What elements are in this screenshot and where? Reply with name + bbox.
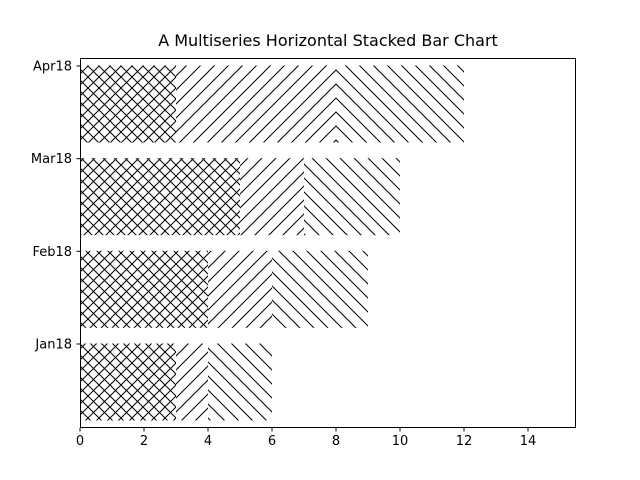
bar-segment-diagonal-up-jan18	[176, 343, 208, 421]
bar-segment-diagonal-up-mar18	[240, 158, 304, 236]
x-tick-label-14: 14	[520, 434, 537, 449]
bar-segment-diagonal-down-mar18	[304, 158, 400, 236]
x-tick-label-0: 0	[76, 434, 84, 449]
bar-segment-cross-feb18	[80, 250, 208, 328]
bar-segment-diagonal-down-apr18	[336, 65, 464, 143]
x-tick-label-2: 2	[140, 434, 148, 449]
bar-segment-cross-apr18	[80, 65, 176, 143]
y-tick-label-mar18: Mar18	[31, 152, 72, 167]
x-tick-label-6: 6	[268, 434, 276, 449]
bar-segment-cross-mar18	[80, 158, 240, 236]
y-tick-label-jan18: Jan18	[34, 338, 72, 353]
bar-segment-diagonal-up-apr18	[176, 65, 336, 143]
x-tick-label-8: 8	[332, 434, 340, 449]
x-tick-label-4: 4	[204, 434, 212, 449]
bar-segment-cross-jan18	[80, 343, 176, 421]
x-tick-label-12: 12	[456, 434, 473, 449]
bar-segment-diagonal-up-feb18	[208, 250, 272, 328]
x-tick-label-10: 10	[392, 434, 409, 449]
bar-segment-diagonal-down-jan18	[208, 343, 272, 421]
y-tick-label-feb18: Feb18	[32, 245, 72, 260]
y-tick-label-apr18: Apr18	[33, 59, 72, 74]
bars-group	[80, 65, 464, 421]
chart-title: A Multiseries Horizontal Stacked Bar Cha…	[158, 31, 498, 50]
plot-frame	[80, 58, 576, 428]
bar-segment-diagonal-down-feb18	[272, 250, 368, 328]
